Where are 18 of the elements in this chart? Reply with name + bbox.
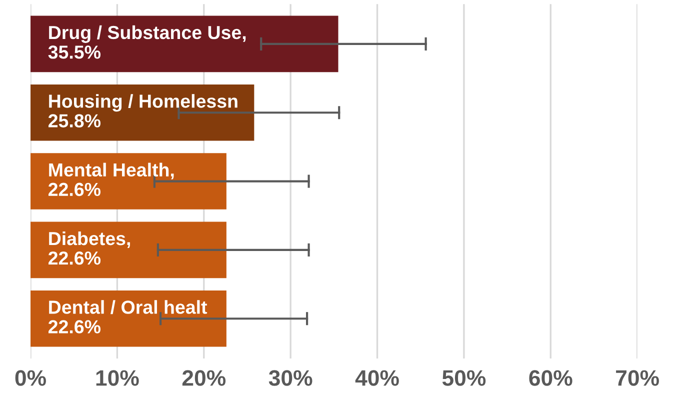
bar xyxy=(30,222,226,278)
bar xyxy=(30,153,226,210)
x-tick-label: 50% xyxy=(442,370,486,386)
bar xyxy=(30,84,254,141)
data-label: Housing / Homelessn 25.8% xyxy=(48,94,238,128)
bar xyxy=(30,290,226,347)
x-tick-label: 20% xyxy=(182,370,226,386)
data-label: Dental / Oral healt 22.6% xyxy=(48,300,208,334)
x-tick-label: 30% xyxy=(268,370,312,386)
data-label: Diabetes, 22.6% xyxy=(48,231,130,265)
data-label: Mental Health, 22.6% xyxy=(48,162,174,196)
x-tick-label: 40% xyxy=(355,370,399,386)
data-label: Drug / Substance Use, 35.5% xyxy=(48,25,246,59)
bar xyxy=(30,16,338,72)
x-tick-label: 10% xyxy=(96,370,139,386)
x-tick-label: 0% xyxy=(15,370,46,386)
x-tick-label: 70% xyxy=(616,370,659,386)
x-tick-label: 60% xyxy=(529,370,572,386)
